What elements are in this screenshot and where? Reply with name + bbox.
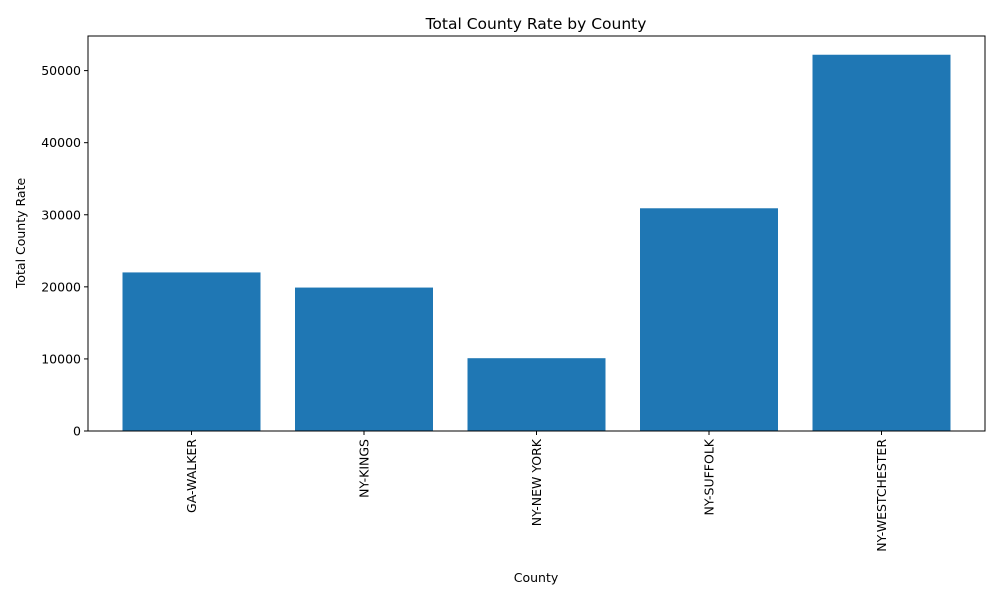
x-tick-label: NY-SUFFOLK [702,438,717,515]
chart-title: Total County Rate by County [425,15,647,33]
y-tick-label: 30000 [41,207,81,222]
y-tick-label: 0 [73,424,81,439]
x-tick-label: NY-WESTCHESTER [874,439,889,552]
y-tick-label: 20000 [41,279,81,294]
plot-frame [87,35,986,432]
y-tick-label: 50000 [41,63,81,78]
y-axis-label: Total County Rate [13,178,28,290]
bar-ga-walker [122,272,261,431]
x-axis: GA-WALKER NY-KINGS NY-NEW YORK NY-SUFFOLK NY… [184,431,889,552]
y-tick-label: 10000 [41,351,81,366]
y-tick-label: 40000 [41,135,81,150]
bar-ny-new-york [467,358,606,431]
bar-ny-kings [295,287,433,431]
bar-ny-suffolk [640,208,778,431]
bar-ny-westchester [812,54,951,431]
x-tick-label: GA-WALKER [184,439,199,513]
y-axis: 0 10000 20000 30000 40000 50000 [41,63,88,439]
x-axis-label: County [514,570,559,585]
bars-group [122,54,951,431]
x-tick-label: NY-NEW YORK [529,438,544,526]
x-tick-label: NY-KINGS [357,439,372,498]
